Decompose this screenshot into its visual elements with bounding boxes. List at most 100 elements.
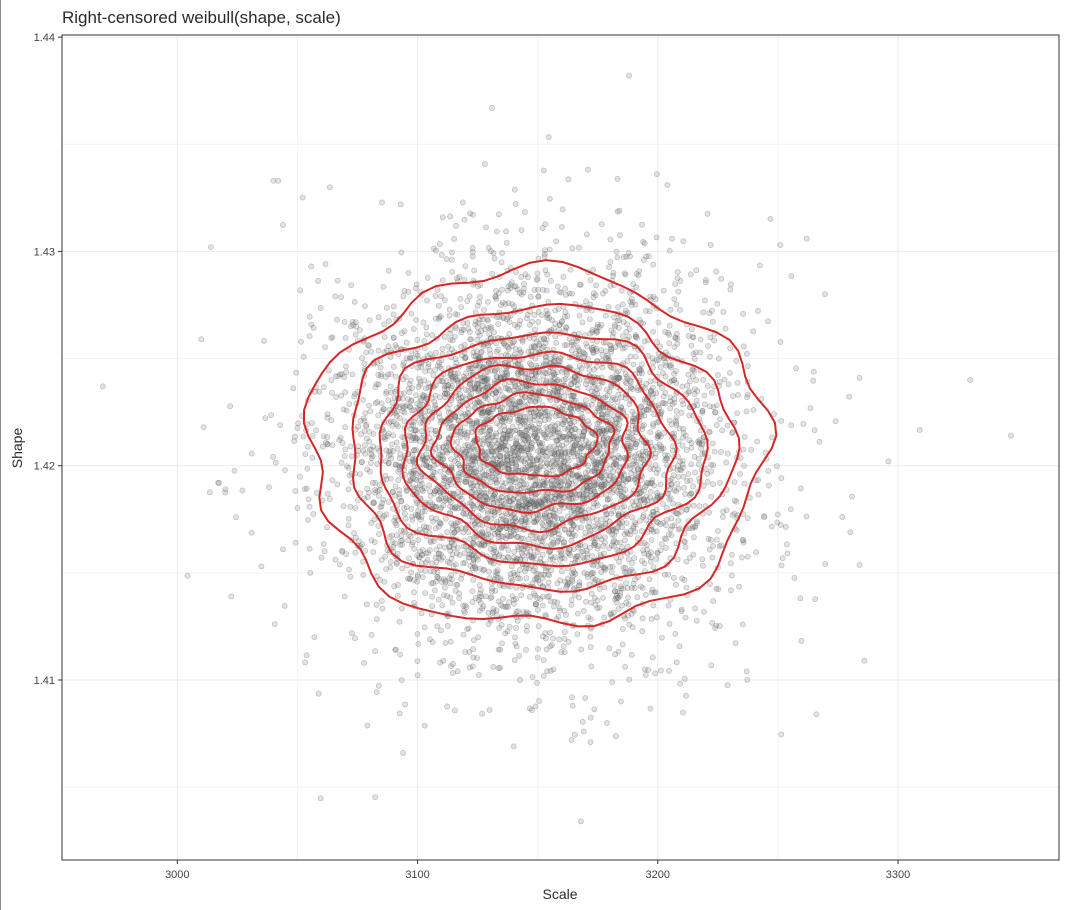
scatter-point xyxy=(658,410,664,417)
scatter-point xyxy=(462,263,469,269)
scatter-point xyxy=(652,296,659,303)
scatter-point xyxy=(683,584,690,591)
scatter-point xyxy=(381,321,388,328)
scatter-point xyxy=(512,380,518,387)
scatter-point xyxy=(574,405,581,412)
scatter-point xyxy=(613,733,619,740)
scatter-point xyxy=(608,451,615,458)
scatter-point xyxy=(512,201,519,207)
scatter-point xyxy=(617,539,623,546)
scatter-point xyxy=(576,582,583,588)
scatter-point xyxy=(507,529,514,535)
scatter-point xyxy=(685,332,692,339)
scatter-point xyxy=(622,564,629,571)
scatter-point xyxy=(569,290,575,297)
scatter-point xyxy=(583,298,589,305)
scatter-point xyxy=(598,536,605,543)
scatter-point xyxy=(668,364,674,371)
scatter-point xyxy=(651,482,657,489)
scatter-point xyxy=(568,495,574,502)
scatter-point xyxy=(361,303,368,309)
scatter-point xyxy=(324,524,330,531)
scatter-point xyxy=(807,405,814,411)
scatter-point xyxy=(515,419,522,426)
scatter-point xyxy=(386,534,393,540)
scatter-point xyxy=(534,516,541,522)
scatter-point xyxy=(658,667,664,674)
scatter-point xyxy=(839,514,846,520)
scatter-point xyxy=(587,316,593,323)
scatter-point xyxy=(362,547,369,554)
scatter-point xyxy=(564,582,570,589)
scatter-point xyxy=(619,519,625,526)
scatter-point xyxy=(394,445,401,452)
scatter-point xyxy=(523,370,530,377)
scatter-point xyxy=(626,401,633,407)
scatter-point xyxy=(373,616,380,623)
scatter-point xyxy=(431,587,438,594)
scatter-point xyxy=(349,371,356,378)
scatter-point xyxy=(690,334,697,341)
scatter-point xyxy=(464,626,471,633)
scatter-point xyxy=(699,556,706,563)
scatter-point xyxy=(222,486,229,492)
scatter-point xyxy=(582,529,589,536)
scatter-point xyxy=(579,433,585,439)
scatter-point xyxy=(383,566,389,572)
scatter-point xyxy=(421,722,428,729)
scatter-point xyxy=(427,493,434,499)
scatter-point xyxy=(654,432,661,439)
scatter-point xyxy=(778,731,785,738)
scatter-point xyxy=(622,615,628,622)
scatter-point xyxy=(454,668,461,675)
scatter-point xyxy=(519,552,526,559)
scatter-point xyxy=(713,422,720,428)
scatter-point xyxy=(615,391,622,398)
scatter-point xyxy=(644,497,650,504)
scatter-point xyxy=(715,355,722,362)
scatter-point xyxy=(641,422,647,428)
scatter-point xyxy=(671,370,677,377)
scatter-point xyxy=(778,475,785,482)
scatter-point xyxy=(653,518,660,525)
scatter-point xyxy=(636,450,642,457)
scatter-point xyxy=(674,480,681,487)
scatter-point xyxy=(666,362,673,369)
scatter-point xyxy=(628,610,635,617)
scatter-point xyxy=(628,652,635,658)
scatter-point xyxy=(626,676,633,683)
scatter-point xyxy=(575,610,581,617)
scatter-point xyxy=(387,475,394,482)
scatter-point xyxy=(609,563,616,570)
scatter-point xyxy=(525,497,532,503)
scatter-point xyxy=(549,389,556,396)
scatter-point xyxy=(394,408,400,415)
scatter-point xyxy=(700,562,706,569)
scatter-point xyxy=(449,670,456,676)
scatter-point xyxy=(777,522,784,528)
scatter-point xyxy=(462,476,469,483)
scatter-point xyxy=(598,562,604,568)
scatter-point xyxy=(603,386,610,393)
scatter-point xyxy=(395,477,402,484)
scatter-point xyxy=(534,679,540,686)
scatter-point xyxy=(420,319,427,326)
scatter-point xyxy=(371,539,378,545)
scatter-point xyxy=(547,377,554,384)
scatter-point xyxy=(414,500,420,506)
scatter-point xyxy=(669,235,675,242)
scatter-point xyxy=(633,472,639,479)
scatter-point xyxy=(295,420,301,427)
scatter-point xyxy=(452,311,459,317)
scatter-point xyxy=(435,302,442,309)
scatter-point xyxy=(716,378,723,385)
scatter-point xyxy=(667,405,673,412)
scatter-point xyxy=(620,319,627,325)
scatter-point xyxy=(572,532,578,539)
scatter-point xyxy=(293,369,300,376)
scatter-point xyxy=(367,459,374,466)
scatter-point xyxy=(333,394,340,400)
scatter-point xyxy=(389,441,395,447)
scatter-point xyxy=(599,440,605,447)
scatter-point xyxy=(632,353,639,360)
